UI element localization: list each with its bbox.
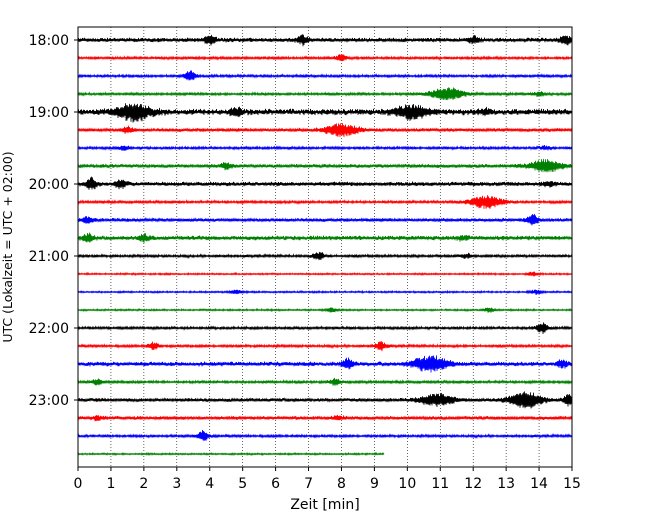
- x-tick-label-1: 1: [106, 476, 115, 492]
- trace-1815: [77, 54, 573, 62]
- y-tick-label-5: 23:00: [29, 393, 69, 409]
- grid-lines: [110, 27, 540, 467]
- x-tick-label-14: 14: [530, 476, 548, 492]
- x-tick-label-11: 11: [431, 476, 449, 492]
- trace-2330: [77, 429, 573, 442]
- trace-2315: [77, 414, 573, 422]
- x-tick-label-8: 8: [337, 476, 346, 492]
- x-tick-label-9: 9: [370, 476, 379, 492]
- y-axis-label: UTC (Lokalzeit = UTC + 02:00): [0, 151, 15, 342]
- trace-1830: [77, 70, 573, 81]
- y-tick-label-0: 18:00: [29, 33, 69, 49]
- x-tick-label-0: 0: [74, 476, 83, 492]
- trace-2115: [77, 271, 573, 277]
- y-axis-ticks: 18:00 19:00 20:00 21:00 22:00 23:00: [29, 33, 78, 409]
- trace-2200: [77, 322, 573, 334]
- trace-2030: [77, 213, 573, 226]
- x-tick-label-12: 12: [464, 476, 482, 492]
- trace-1845: [77, 87, 573, 101]
- trace-1915: [77, 123, 573, 138]
- trace-2300: [77, 391, 573, 409]
- y-tick-label-2: 20:00: [29, 177, 69, 193]
- trace-1930: [77, 144, 573, 152]
- x-axis-label: Zeit [min]: [290, 497, 359, 513]
- x-tick-label-5: 5: [238, 476, 247, 492]
- trace-2100: [77, 251, 573, 261]
- trace-2000: [77, 176, 573, 190]
- trace-2130: [77, 289, 573, 295]
- y-tick-label-3: 21:00: [29, 249, 69, 265]
- trace-1900: [77, 103, 573, 123]
- x-tick-label-10: 10: [398, 476, 416, 492]
- trace-2215: [77, 341, 573, 352]
- trace-2015: [77, 195, 573, 209]
- seismic-traces: [77, 34, 573, 457]
- trace-2045: [77, 232, 573, 243]
- y-tick-label-4: 22:00: [29, 321, 69, 337]
- x-tick-label-4: 4: [205, 476, 214, 492]
- x-tick-label-13: 13: [497, 476, 515, 492]
- x-axis-ticks: 0 1 2 3 4 5 6 7 8 9 10 11 12 13 14 15: [74, 467, 581, 492]
- x-tick-label-7: 7: [304, 476, 313, 492]
- x-tick-label-3: 3: [172, 476, 181, 492]
- y-tick-label-1: 19:00: [29, 105, 69, 121]
- x-tick-label-6: 6: [271, 476, 280, 492]
- trace-2230: [77, 355, 573, 373]
- trace-1945: [77, 158, 573, 173]
- trace-2245: [77, 377, 573, 386]
- plot-frame: [77, 26, 573, 468]
- x-tick-label-2: 2: [139, 476, 148, 492]
- trace-2145: [77, 307, 573, 313]
- trace-1800: [77, 34, 573, 47]
- x-tick-label-15: 15: [563, 476, 581, 492]
- trace-2345: [77, 451, 385, 457]
